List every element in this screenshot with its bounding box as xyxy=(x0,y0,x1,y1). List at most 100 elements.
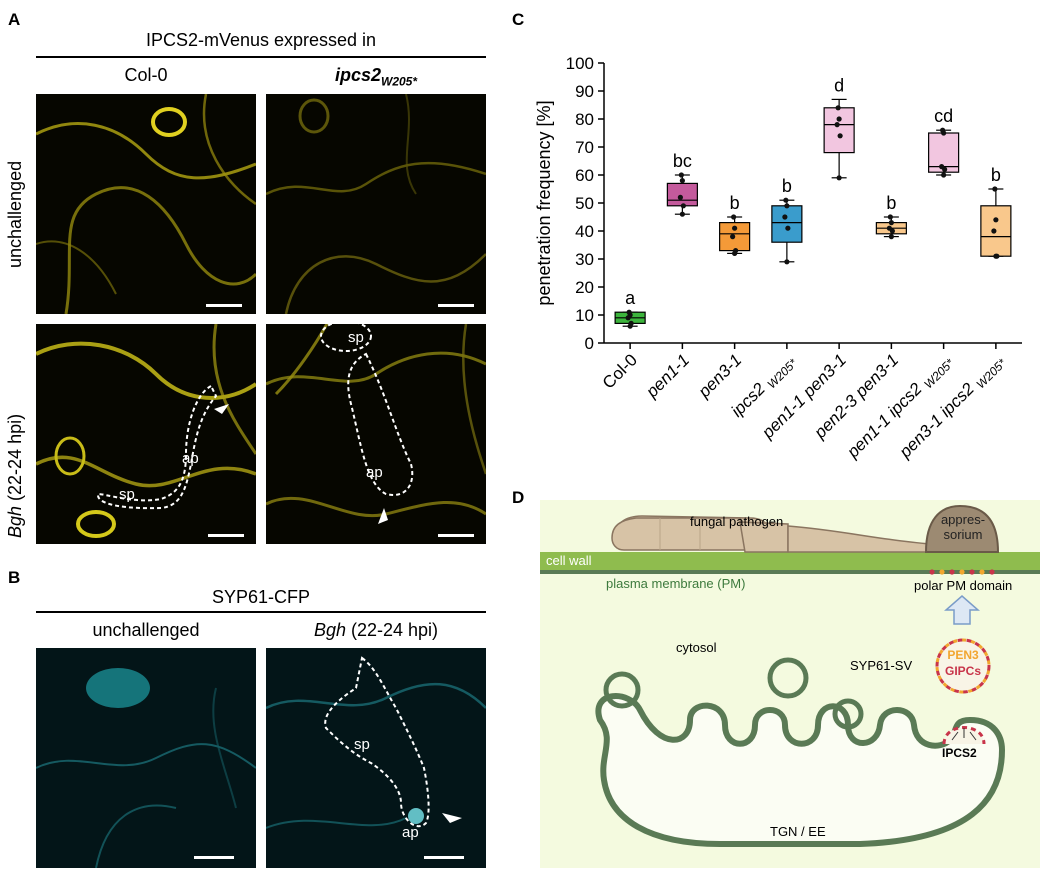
panel-a-row-bottom-label: Bgh (22-24 hpi) xyxy=(5,414,26,538)
data-point xyxy=(679,211,685,217)
label-ipcs2: IPCS2 xyxy=(942,746,977,760)
data-point xyxy=(836,175,842,181)
significance-letter: bc xyxy=(673,151,692,171)
tgn-vesicle-2 xyxy=(767,657,809,699)
panel-b-letter: B xyxy=(8,568,21,587)
y-tick-label: 30 xyxy=(575,250,594,269)
micrograph-b-unchallenged xyxy=(36,648,256,868)
data-point xyxy=(941,172,947,178)
panel-b-header-rule xyxy=(36,611,486,613)
data-point xyxy=(887,214,893,220)
panel-a-col-right: ipcs2W205* xyxy=(266,65,486,89)
panel-d-letter: D xyxy=(512,488,525,507)
y-tick-label: 80 xyxy=(575,110,594,129)
data-point xyxy=(994,253,1000,259)
data-point xyxy=(888,234,894,240)
data-point xyxy=(836,116,842,122)
x-tick-label: pen1-1 xyxy=(642,350,694,402)
y-tick-label: 70 xyxy=(575,138,594,157)
data-point xyxy=(940,127,946,133)
box xyxy=(771,205,803,243)
y-tick-label: 20 xyxy=(575,278,594,297)
data-point xyxy=(783,197,789,203)
panel-b-col-left: unchallenged xyxy=(92,620,200,640)
panel-a-letter: A xyxy=(8,10,21,29)
box xyxy=(666,182,698,207)
data-point xyxy=(680,203,686,209)
arrow-up-icon xyxy=(944,595,980,625)
data-point xyxy=(939,164,945,170)
significance-letter: b xyxy=(991,165,1001,185)
y-axis-label: penetration frequency [%] xyxy=(534,100,554,305)
panel-a-header: IPCS2-mVenus expressed in xyxy=(145,30,377,50)
significance-letter: b xyxy=(730,193,740,213)
panel-a-col-right-sub: W205* xyxy=(381,74,418,89)
micrograph-a4-label-ap: ap xyxy=(366,464,383,481)
tgn-vesicle-1 xyxy=(603,671,641,709)
y-tick-label: 50 xyxy=(575,194,594,213)
label-appressorium-line1: appres- xyxy=(940,512,986,527)
label-appressorium: appres- sorium xyxy=(930,512,996,542)
data-point xyxy=(888,220,894,226)
scalebar-a4 xyxy=(438,534,474,537)
data-point xyxy=(731,214,737,220)
micrograph-b2-label-ap: ap xyxy=(402,824,419,841)
micrograph-a-ipcs2-unchallenged xyxy=(266,94,486,314)
micrograph-a-ipcs2-bgh: sp ap xyxy=(266,324,486,544)
data-point xyxy=(784,203,790,209)
data-point xyxy=(782,214,788,220)
label-syp61-sv: SYP61-SV xyxy=(850,658,913,673)
panel-c-letter: C xyxy=(512,10,525,29)
label-polar-domain: polar PM domain xyxy=(914,578,1013,593)
panel-a-row-bottom-rest: (22-24 hpi) xyxy=(5,413,25,506)
scalebar-a3 xyxy=(208,534,244,537)
tgn-membrane xyxy=(595,693,1006,847)
micrograph-b-bgh: sp ap xyxy=(266,648,486,868)
micrograph-a1-image xyxy=(36,94,256,314)
panel-a-row-bottom-italic: Bgh xyxy=(5,505,25,538)
schematic-drawing xyxy=(540,504,1040,847)
micrograph-b2-label-sp: sp xyxy=(354,736,370,753)
panel-c-chart: 0 10 20 30 40 50 60 70 80 90 100 penetration freque… xyxy=(510,40,1054,510)
data-point xyxy=(993,217,999,223)
micrograph-a3-image xyxy=(36,324,256,538)
y-tick-label: 60 xyxy=(575,166,594,185)
label-fungal-pathogen: fungal pathogen xyxy=(690,514,784,529)
x-tick-label: pen3-1 xyxy=(694,350,746,402)
micrograph-a-col0-unchallenged xyxy=(36,94,256,314)
micrograph-b1-image xyxy=(36,668,256,868)
panel-a-header-rule xyxy=(36,56,486,58)
significance-letter: a xyxy=(625,288,636,308)
data-point xyxy=(785,225,791,231)
data-point xyxy=(991,228,997,234)
label-plasma-membrane: plasma membrane (PM) xyxy=(606,576,746,591)
micrograph-a4-label-sp: sp xyxy=(348,329,364,346)
data-point xyxy=(678,172,684,178)
significance-letter: d xyxy=(834,75,844,95)
data-point xyxy=(677,194,683,200)
scalebar-a2 xyxy=(438,304,474,307)
data-point xyxy=(628,320,634,326)
panel-b-col-right: Bgh (22-24 hpi) xyxy=(266,620,486,641)
label-cell-wall: cell wall xyxy=(546,553,592,568)
y-tick-label: 40 xyxy=(575,222,594,241)
data-point xyxy=(837,133,843,139)
y-tick-label: 10 xyxy=(575,306,594,325)
cell-wall-band xyxy=(540,552,1040,570)
y-tick-label: 0 xyxy=(585,334,594,353)
data-point xyxy=(679,178,685,184)
micrograph-a-col0-bgh: ap sp xyxy=(36,324,256,544)
scalebar-b2 xyxy=(424,856,464,859)
label-appressorium-line2: sorium xyxy=(943,527,983,542)
data-point xyxy=(733,248,739,254)
x-tick-label: Col-0 xyxy=(599,350,641,392)
micrograph-a3-label-sp: sp xyxy=(119,486,135,503)
appressorium-shape xyxy=(924,504,1000,553)
micrograph-a3-label-ap: ap xyxy=(182,450,199,467)
data-point xyxy=(886,225,892,231)
label-pen3: PEN3 xyxy=(947,648,979,662)
panel-d-schematic: fungal pathogen appres- sorium cell wall… xyxy=(540,500,1040,868)
data-point xyxy=(784,259,790,265)
micrograph-a2-image xyxy=(266,94,486,314)
fungal-hypha-segment-3 xyxy=(787,525,931,553)
